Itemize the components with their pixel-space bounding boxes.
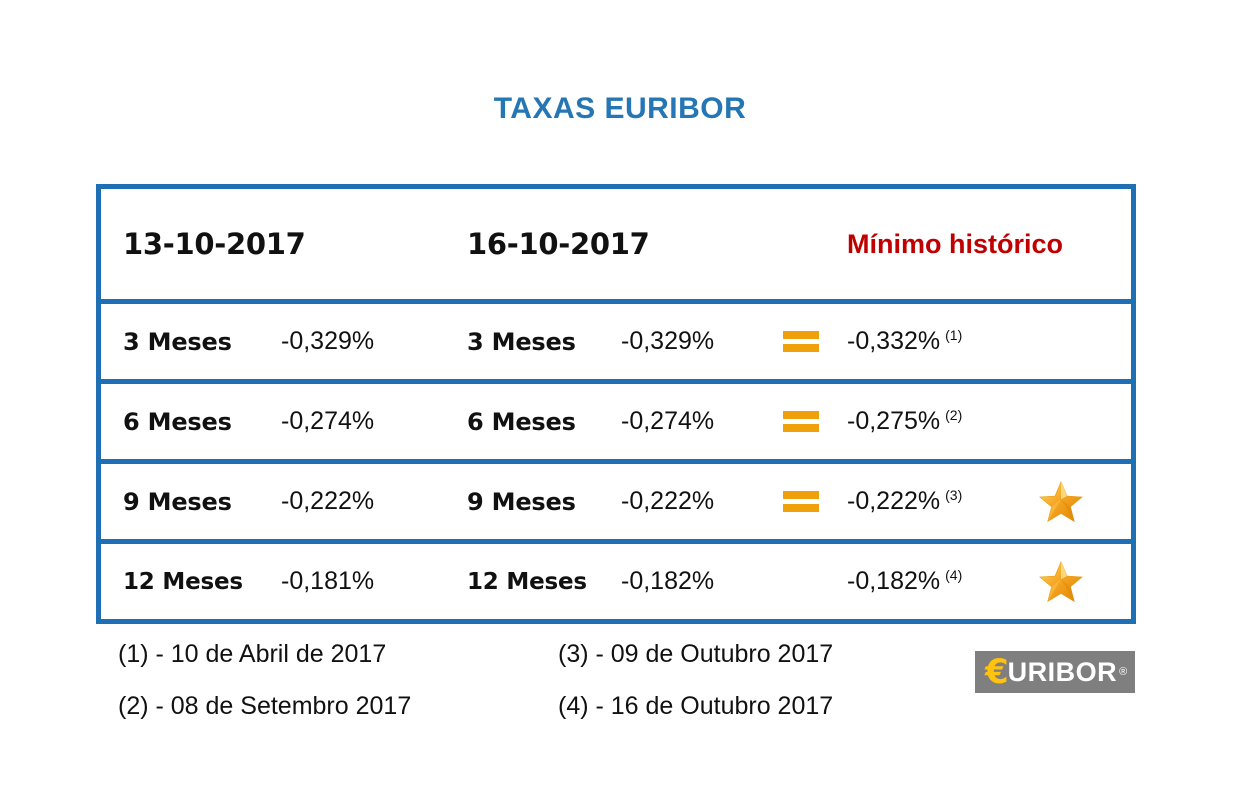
header-date-previous: 13-10-2017 [123,189,306,299]
header-date-current: 16-10-2017 [467,189,650,299]
rate-current-value: -0,182% [621,567,715,595]
rate-current: -0,222% [621,464,714,539]
trend-cell [773,304,829,379]
header-minimum: Mínimo histórico [847,189,1063,299]
footnote-marker: (1) [945,326,963,343]
rate-previous: -0,329% [281,304,374,379]
footnote-right: (3) - 09 de Outubro 2017 [558,640,998,669]
footnote-right: (4) - 16 de Outubro 2017 [558,692,998,721]
equals-icon [783,410,819,433]
term-previous: 9 Meses [123,464,232,539]
record-cell [1029,464,1093,539]
minimum-value: -0,182% [847,567,941,595]
footnote-4-text: (4) - 16 de Outubro 2017 [558,691,834,720]
term-current: 3 Meses [467,304,576,379]
record-cell [1029,384,1093,459]
record-cell [1029,544,1093,619]
page-title: TAXAS EURIBOR [493,92,747,125]
term-previous: 6 Meses [123,384,232,459]
footnote-left: (1) - 10 de Abril de 2017 [118,640,558,669]
footnote-row: (2) - 08 de Setembro 2017 (4) - 16 de Ou… [118,680,1018,732]
footnote-marker: (2) [945,406,963,423]
footnote-left: (2) - 08 de Setembro 2017 [118,692,558,721]
equals-icon [783,330,819,353]
term-current-label: 12 Meses [467,568,587,595]
record-cell [1029,304,1093,379]
table-row: 9 Meses -0,222% 9 Meses -0,222% -0,222% … [101,459,1131,539]
term-previous-label: 3 Meses [123,327,232,356]
rate-current-value: -0,329% [621,327,715,355]
term-previous: 12 Meses [123,544,243,619]
term-current: 6 Meses [467,384,576,459]
minimum-cell: -0,332% (1) [847,304,962,379]
euribor-rates-table: 13-10-2017 16-10-2017 Mínimo histórico 3… [96,184,1136,624]
footnotes: (1) - 10 de Abril de 2017 (3) - 09 de Ou… [118,628,1018,732]
table-row: 3 Meses -0,329% 3 Meses -0,329% -0,332% … [101,299,1131,379]
rate-previous: -0,222% [281,464,374,539]
euribor-logo: € URIBOR ® [975,651,1135,693]
minimum-cell: -0,222% (3) [847,464,962,539]
term-previous-label: 12 Meses [123,568,243,595]
term-previous-label: 6 Meses [123,407,232,436]
minimum-cell: -0,275% (2) [847,384,962,459]
table-row: 12 Meses -0,181% 12 Meses -0,182% -0,182… [101,539,1131,619]
footnote-marker: (4) [945,566,963,583]
rate-previous-value: -0,222% [281,487,375,515]
term-previous-label: 9 Meses [123,487,232,516]
rate-previous: -0,274% [281,384,374,459]
table-header-row: 13-10-2017 16-10-2017 Mínimo histórico [101,189,1131,299]
header-date-previous-label: 13-10-2017 [123,227,306,261]
trend-cell [773,384,829,459]
term-previous: 3 Meses [123,304,232,379]
euro-symbol-icon: € [985,652,1009,692]
trend-cell [773,544,829,619]
rate-previous-value: -0,181% [281,567,375,595]
rate-current: -0,329% [621,304,714,379]
table-row: 6 Meses -0,274% 6 Meses -0,274% -0,275% … [101,379,1131,459]
star-icon [1039,560,1083,602]
star-icon [1039,480,1083,522]
term-current: 12 Meses [467,544,587,619]
rate-current: -0,274% [621,384,714,459]
term-current: 9 Meses [467,464,576,539]
rate-previous-value: -0,274% [281,407,375,435]
rate-previous-value: -0,329% [281,327,375,355]
registered-trademark-icon: ® [1119,666,1128,678]
trend-cell [773,464,829,539]
rate-current: -0,182% [621,544,714,619]
term-current-label: 3 Meses [467,327,576,356]
rate-current-value: -0,274% [621,407,715,435]
header-minimum-label: Mínimo histórico [847,228,1063,259]
footnote-marker: (3) [945,486,963,503]
rate-previous: -0,181% [281,544,374,619]
minimum-value: -0,222% [847,487,941,515]
footnote-2-text: (2) - 08 de Setembro 2017 [118,691,412,720]
equals-icon [783,490,819,513]
term-current-label: 6 Meses [467,407,576,436]
euribor-logo-word: URIBOR [1007,656,1118,687]
header-date-current-label: 16-10-2017 [467,227,650,261]
minimum-value: -0,332% [847,327,941,355]
footnote-1-text: (1) - 10 de Abril de 2017 [118,639,387,668]
minimum-value: -0,275% [847,407,941,435]
footnote-row: (1) - 10 de Abril de 2017 (3) - 09 de Ou… [118,628,1018,680]
term-current-label: 9 Meses [467,487,576,516]
footnote-3-text: (3) - 09 de Outubro 2017 [558,639,834,668]
minimum-cell: -0,182% (4) [847,544,962,619]
rate-current-value: -0,222% [621,487,715,515]
